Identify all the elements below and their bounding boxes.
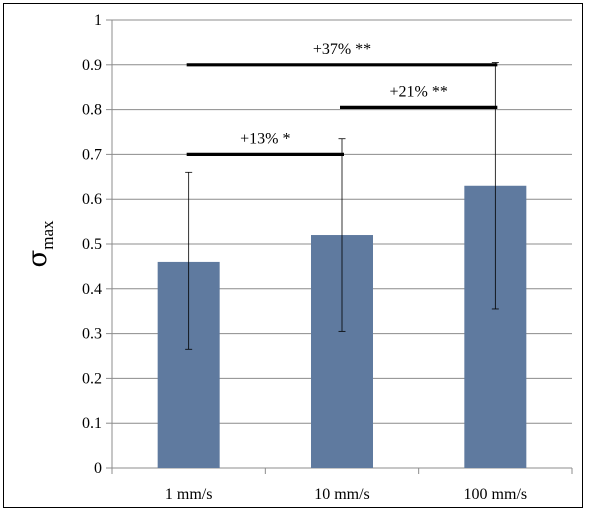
y-tick-label: 0.5 [82, 236, 102, 253]
y-tick-label: 0.6 [82, 191, 102, 208]
y-tick-label: 0.3 [82, 326, 102, 343]
significance-label: +13% * [240, 130, 290, 147]
y-tick-label: 0 [94, 460, 102, 477]
x-tick-label: 100 mm/s [464, 486, 528, 503]
significance-label: +21% ** [389, 83, 447, 100]
y-tick-label: 0.8 [82, 102, 102, 119]
y-axis-label-symbol: σ [23, 250, 53, 268]
x-tick-label: 1 mm/s [165, 486, 213, 503]
significance-label: +37% ** [313, 41, 371, 58]
y-tick-label: 0.4 [82, 281, 102, 298]
x-tick-label: 10 mm/s [314, 486, 370, 503]
y-tick-label: 0.7 [82, 146, 102, 163]
y-tick-label: 0.9 [82, 57, 102, 74]
y-axis-label: σmax [23, 220, 57, 268]
y-axis-label-subscript: max [38, 220, 57, 250]
y-tick-label: 0.1 [82, 415, 102, 432]
y-tick-label: 0.2 [82, 370, 102, 387]
y-tick-label: 1 [94, 12, 102, 29]
